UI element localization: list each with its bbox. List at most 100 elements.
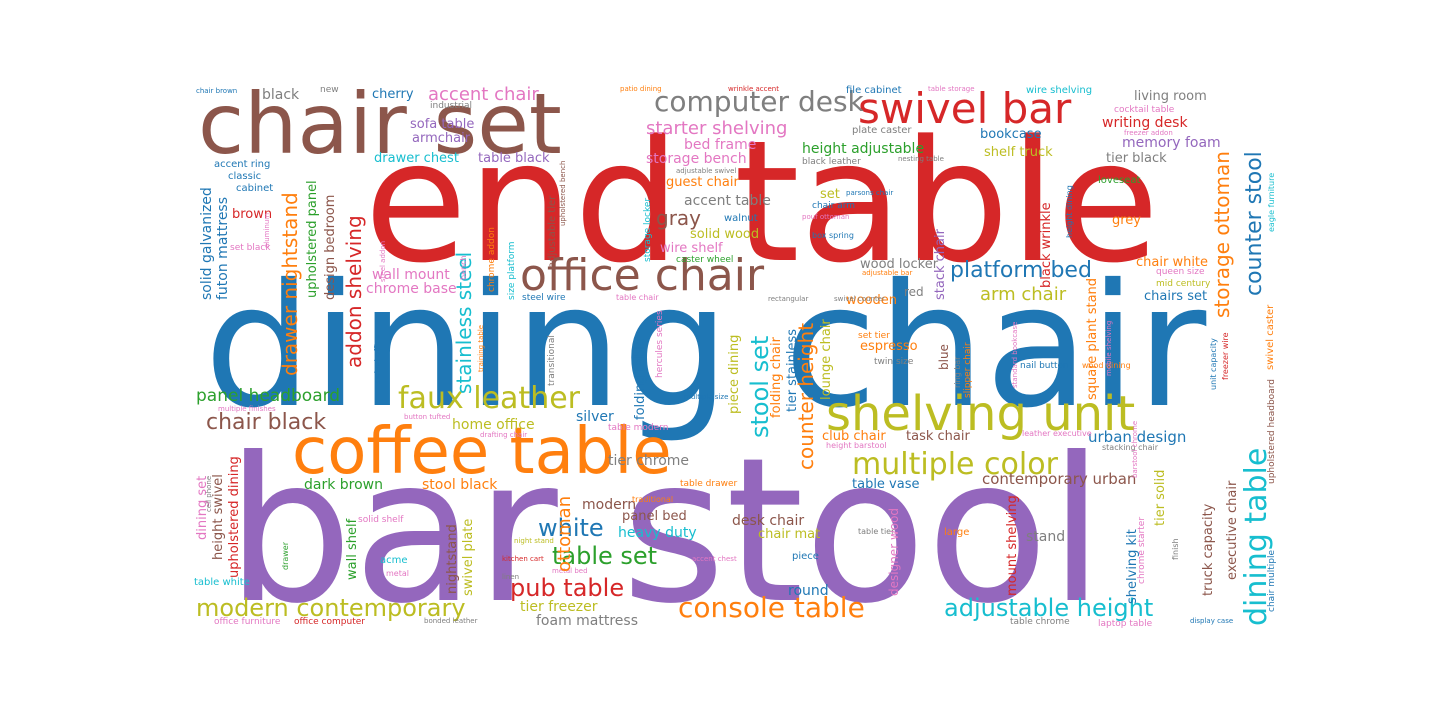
word: espresso (860, 339, 918, 354)
word: rectangular (768, 295, 809, 303)
word: drawer (281, 541, 290, 570)
word: parsons chair (846, 189, 894, 197)
word: starter shelving (646, 118, 788, 139)
word: desk chair (732, 513, 805, 529)
word: mobile shelving (1105, 320, 1113, 376)
word: acme (380, 555, 408, 566)
word: home office (452, 417, 535, 433)
word: bench (459, 255, 468, 280)
word: plate caster (852, 125, 912, 136)
word: solid wood (690, 227, 760, 242)
word: adjustable tier (547, 195, 558, 268)
word: set (820, 187, 840, 202)
word: lounge chair (819, 319, 834, 400)
word: large (944, 527, 970, 538)
word: executive chair (1225, 480, 1240, 580)
word: adjustable height (944, 594, 1154, 622)
word: wire shelf (660, 241, 723, 256)
word: size platform (507, 241, 517, 300)
word: steel wire (522, 293, 566, 303)
word: table modern (608, 423, 669, 433)
word: cocktail table (1114, 105, 1175, 115)
word: shelf truck (984, 145, 1053, 160)
word: wire shelving (1026, 85, 1093, 96)
word: swivel counter (834, 295, 885, 303)
word: set black (230, 243, 271, 253)
word: leather executive (1022, 429, 1092, 438)
word: table set (552, 542, 658, 570)
word: caster wheel (676, 255, 734, 265)
word: living room (1134, 89, 1207, 104)
word: cabinet (236, 183, 274, 194)
word: patio dining (620, 85, 662, 93)
word: faux leather (398, 381, 580, 416)
word: freezer addon (1124, 129, 1173, 137)
word: accent chair (428, 84, 539, 105)
word: silver (576, 409, 614, 425)
word: grey (1112, 213, 1142, 228)
word: slipper chair (963, 342, 973, 398)
word: wooden (846, 293, 898, 308)
word: height adjustable (802, 141, 925, 157)
word: classic (228, 171, 262, 182)
word: chairs set (1144, 289, 1208, 304)
word: storage ottoman (1210, 151, 1234, 318)
word: kitchen cart (502, 555, 544, 563)
word: steel addon (379, 240, 387, 282)
word: mid century (1156, 279, 1211, 289)
word: swivel plate (461, 518, 476, 596)
word: chair multiple (1267, 550, 1277, 612)
word: height dining (1065, 185, 1074, 238)
word: file cabinet (846, 85, 902, 96)
word: office chair (520, 250, 765, 301)
word: coffee table (292, 415, 672, 489)
word: chair mat (758, 527, 821, 542)
word: nightstand (445, 524, 460, 594)
word: wood locker (860, 257, 939, 272)
word: wood dining (1082, 361, 1131, 370)
word: adjustable swivel (676, 167, 737, 175)
word: red (904, 285, 924, 299)
word: training table (477, 324, 485, 372)
word: blue (937, 344, 951, 370)
word: bed frame (684, 137, 757, 153)
word: storage locker (643, 197, 653, 262)
word: stool black (422, 477, 498, 493)
word: metal (386, 569, 409, 578)
word: square plant stand (1085, 277, 1100, 400)
word: night stand (514, 537, 554, 545)
word: freezer wire (1221, 332, 1230, 380)
word: pub table (510, 574, 625, 602)
word: urban design (1088, 428, 1187, 446)
word: upholstered bench (559, 160, 567, 226)
word: box spring (812, 231, 854, 240)
word: walnut (724, 213, 758, 224)
word: contemporary urban (982, 470, 1137, 488)
word: piece (792, 551, 819, 562)
word: mount shelving (1005, 495, 1020, 596)
word: tier black (1106, 151, 1167, 166)
word: transitional (547, 335, 557, 386)
word: pouf ottoman (802, 213, 850, 221)
word: ring bar (953, 356, 962, 388)
word: armchair (412, 131, 471, 146)
word: upholstered panel (305, 180, 320, 298)
word: panel bed (622, 509, 687, 524)
word: multiple color (852, 447, 1058, 482)
word: end table (364, 104, 1160, 300)
word: unit capacity (1209, 338, 1218, 390)
word: counter stool (1242, 151, 1267, 296)
word: sofa table (410, 117, 475, 132)
word: tier solid (1153, 469, 1168, 526)
word: white (538, 514, 604, 542)
word: platform bed (950, 258, 1092, 283)
word: stack chair (933, 229, 948, 300)
word: queen size (1156, 267, 1205, 277)
word: table vase (852, 477, 920, 492)
word: tier freezer (520, 599, 598, 615)
word: laptop table (1098, 619, 1153, 629)
word: guest chair (666, 175, 739, 190)
word: wall mount (372, 267, 450, 283)
word: swivel office (373, 334, 382, 384)
word: stand (1026, 529, 1066, 545)
